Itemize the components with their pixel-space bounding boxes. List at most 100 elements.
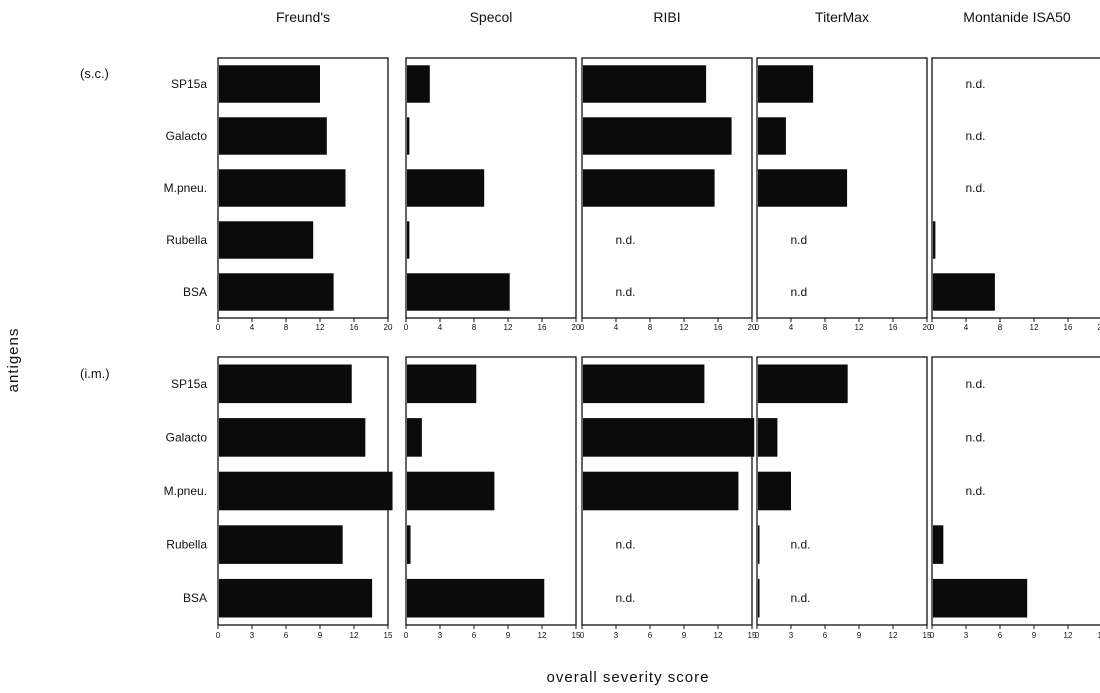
- x-tick-label-i-m-freund-s-12: 12: [350, 631, 359, 640]
- x-tick-label-i-m-specol-0: 0: [404, 631, 409, 640]
- x-tick-label-s-c-ribi-4: 4: [614, 323, 619, 332]
- x-tick-label-s-c-montanide-isa50-8: 8: [998, 323, 1003, 332]
- x-tick-label-s-c-montanide-isa50-0: 0: [930, 323, 935, 332]
- category-label-s-c-m-pneu: M.pneu.: [164, 181, 207, 195]
- x-tick-label-s-c-ribi-16: 16: [714, 323, 723, 332]
- x-tick-label-i-m-ribi-6: 6: [648, 631, 653, 640]
- x-tick-label-s-c-ribi-20: 20: [748, 323, 757, 332]
- bar-i-m-specol-rubella: [407, 525, 411, 564]
- category-label-s-c-sp15a: SP15a: [171, 77, 207, 91]
- bar-s-c-titermax-m-pneu: [758, 169, 848, 207]
- bar-s-c-specol-galacto: [407, 117, 410, 155]
- column-title-ribi: RIBI: [653, 9, 680, 25]
- x-tick-label-i-m-ribi-9: 9: [682, 631, 687, 640]
- nd-label-s-c-montanide-isa50-m-pneu: n.d.: [966, 181, 986, 195]
- nd-label-s-c-ribi-bsa: n.d.: [616, 285, 636, 299]
- route-label-i-m: (i.m.): [80, 366, 110, 381]
- x-tick-label-s-c-titermax-8: 8: [823, 323, 828, 332]
- bar-i-m-specol-bsa: [407, 578, 545, 618]
- x-tick-label-s-c-montanide-isa50-4: 4: [964, 323, 969, 332]
- x-tick-label-i-m-ribi-15: 15: [748, 631, 757, 640]
- nd-label-i-m-titermax-bsa: n.d.: [791, 591, 811, 605]
- x-tick-label-i-m-titermax-15: 15: [923, 631, 932, 640]
- x-tick-label-s-c-freund-s-16: 16: [350, 323, 359, 332]
- bar-i-m-titermax-m-pneu: [758, 471, 791, 511]
- x-tick-label-s-c-specol-16: 16: [538, 323, 547, 332]
- nd-label-s-c-titermax-rubella: n.d: [791, 233, 808, 247]
- nd-label-i-m-montanide-isa50-m-pneu: n.d.: [966, 484, 986, 498]
- column-title-titermax: TiterMax: [815, 9, 869, 25]
- x-tick-label-i-m-ribi-0: 0: [580, 631, 585, 640]
- bar-i-m-specol-m-pneu: [407, 471, 495, 511]
- nd-label-i-m-titermax-rubella: n.d.: [791, 538, 811, 552]
- x-tick-label-s-c-ribi-0: 0: [580, 323, 585, 332]
- category-label-i-m-bsa: BSA: [183, 591, 207, 605]
- category-label-i-m-sp15a: SP15a: [171, 377, 207, 391]
- route-label-s-c: (s.c.): [80, 66, 109, 81]
- y-axis-title: antigens: [5, 328, 22, 393]
- bar-i-m-ribi-m-pneu: [583, 471, 739, 511]
- x-tick-label-i-m-specol-12: 12: [538, 631, 547, 640]
- column-title-specol: Specol: [470, 9, 513, 25]
- x-tick-label-s-c-ribi-12: 12: [680, 323, 689, 332]
- bar-i-m-ribi-sp15a: [583, 364, 705, 404]
- nd-label-s-c-ribi-rubella: n.d.: [616, 233, 636, 247]
- bar-i-m-freund-s-bsa: [219, 578, 373, 618]
- bar-i-m-freund-s-galacto: [219, 418, 366, 457]
- panel-frame-s-c-freund-s: [217, 57, 389, 319]
- bar-s-c-titermax-galacto: [758, 117, 786, 155]
- column-title-montanide-isa50: Montanide ISA50: [963, 9, 1071, 25]
- x-tick-label-s-c-specol-20: 20: [572, 323, 581, 332]
- category-label-i-m-galacto: Galacto: [166, 430, 208, 444]
- x-tick-label-s-c-freund-s-0: 0: [216, 323, 221, 332]
- bar-i-m-ribi-galacto: [583, 418, 755, 457]
- bar-s-c-freund-s-rubella: [219, 221, 314, 259]
- category-label-i-m-m-pneu: M.pneu.: [164, 484, 207, 498]
- x-tick-label-i-m-freund-s-15: 15: [384, 631, 393, 640]
- bar-s-c-ribi-galacto: [583, 117, 732, 155]
- x-tick-label-i-m-specol-3: 3: [438, 631, 443, 640]
- bar-i-m-freund-s-m-pneu: [219, 471, 393, 511]
- x-tick-label-i-m-titermax-0: 0: [755, 631, 760, 640]
- nd-label-s-c-titermax-bsa: n.d: [791, 285, 808, 299]
- bar-s-c-montanide-isa50-bsa: [933, 273, 995, 311]
- x-tick-label-s-c-montanide-isa50-16: 16: [1064, 323, 1073, 332]
- x-tick-label-i-m-specol-15: 15: [572, 631, 581, 640]
- x-tick-label-i-m-montanide-isa50-15: 15: [1098, 631, 1100, 640]
- x-tick-label-i-m-titermax-9: 9: [857, 631, 862, 640]
- bar-s-c-freund-s-sp15a: [219, 65, 320, 103]
- x-tick-label-s-c-titermax-16: 16: [889, 323, 898, 332]
- x-tick-label-s-c-freund-s-12: 12: [316, 323, 325, 332]
- bar-i-m-montanide-isa50-bsa: [933, 578, 1028, 618]
- x-tick-label-s-c-montanide-isa50-12: 12: [1030, 323, 1039, 332]
- x-tick-label-s-c-titermax-0: 0: [755, 323, 760, 332]
- x-tick-label-i-m-titermax-6: 6: [823, 631, 828, 640]
- x-tick-label-i-m-freund-s-3: 3: [250, 631, 255, 640]
- x-tick-label-i-m-freund-s-6: 6: [284, 631, 289, 640]
- bar-i-m-titermax-galacto: [758, 418, 778, 457]
- x-tick-label-i-m-ribi-12: 12: [714, 631, 723, 640]
- panel-frame-s-c-titermax: [756, 57, 928, 319]
- x-tick-label-i-m-montanide-isa50-6: 6: [998, 631, 1003, 640]
- bar-s-c-freund-s-m-pneu: [219, 169, 346, 207]
- bar-s-c-titermax-sp15a: [758, 65, 814, 103]
- x-tick-label-s-c-freund-s-20: 20: [384, 323, 393, 332]
- panel-frame-i-m-titermax: [756, 356, 928, 626]
- category-label-i-m-rubella: Rubella: [166, 538, 207, 552]
- bar-s-c-freund-s-bsa: [219, 273, 334, 311]
- bar-i-m-specol-sp15a: [407, 364, 477, 404]
- x-tick-label-s-c-specol-8: 8: [472, 323, 477, 332]
- x-tick-label-i-m-freund-s-0: 0: [216, 631, 221, 640]
- bar-i-m-specol-galacto: [407, 418, 422, 457]
- x-axis-title: overall severity score: [547, 669, 710, 686]
- x-tick-label-i-m-montanide-isa50-0: 0: [930, 631, 935, 640]
- x-tick-label-i-m-specol-9: 9: [506, 631, 511, 640]
- panel-frame-s-c-specol: [405, 57, 577, 319]
- x-tick-label-i-m-titermax-12: 12: [889, 631, 898, 640]
- x-tick-label-s-c-freund-s-4: 4: [250, 323, 255, 332]
- bar-s-c-montanide-isa50-rubella: [933, 221, 936, 259]
- bar-s-c-ribi-sp15a: [583, 65, 707, 103]
- bar-s-c-freund-s-galacto: [219, 117, 327, 155]
- x-tick-label-s-c-montanide-isa50-20: 20: [1098, 323, 1100, 332]
